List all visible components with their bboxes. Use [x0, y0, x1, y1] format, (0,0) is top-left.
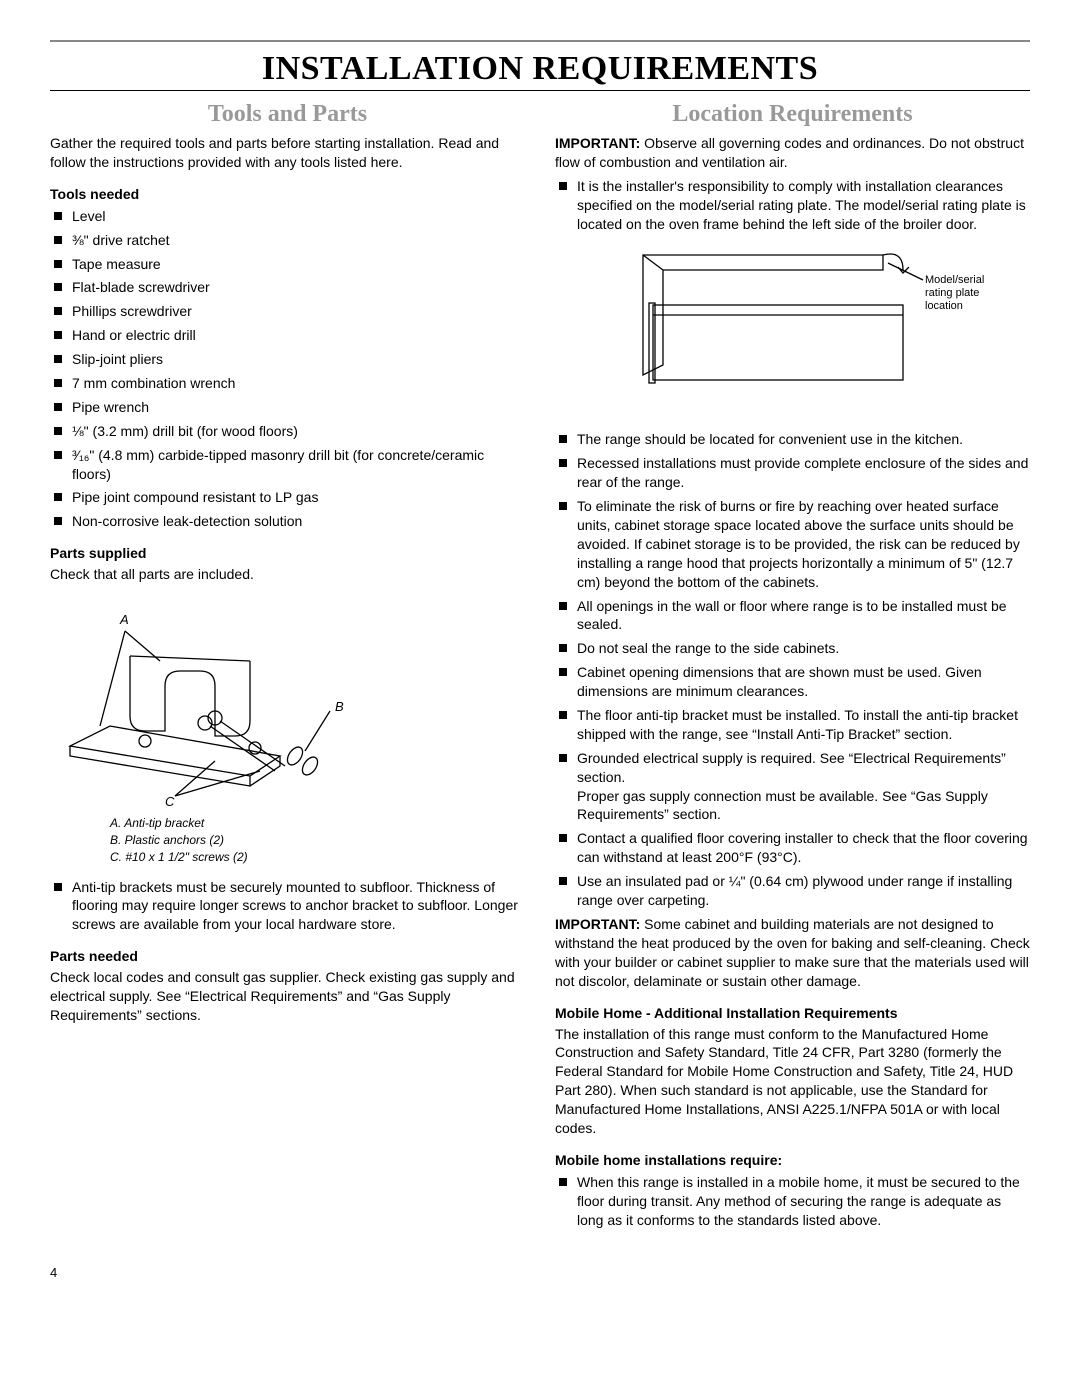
list-item: Cabinet opening dimensions that are show…	[555, 663, 1030, 701]
list-item: Grounded electrical supply is required. …	[555, 749, 1030, 825]
tools-needed-heading: Tools needed	[50, 186, 525, 202]
list-item: Use an insulated pad or ¼" (0.64 cm) ply…	[555, 872, 1030, 910]
loc-list-2: The range should be located for convenie…	[555, 430, 1030, 909]
list-item: Slip-joint pliers	[50, 350, 525, 369]
parts-caption: A. Anti-tip bracket B. Plastic anchors (…	[110, 815, 525, 865]
page-number: 4	[50, 1265, 1030, 1280]
list-item: 7 mm combination wrench	[50, 374, 525, 393]
list-item: Contact a qualified floor covering insta…	[555, 829, 1030, 867]
caption-a: A. Anti-tip bracket	[110, 815, 525, 832]
list-item: Flat-blade screwdriver	[50, 278, 525, 297]
title-rule	[50, 90, 1030, 91]
parts-supplied-heading: Parts supplied	[50, 545, 525, 561]
mobile-home-heading: Mobile Home - Additional Installation Re…	[555, 1005, 1030, 1021]
list-item: The range should be located for convenie…	[555, 430, 1030, 449]
list-item: It is the installer's responsibility to …	[555, 177, 1030, 234]
list-item: ⅛" (3.2 mm) drill bit (for wood floors)	[50, 422, 525, 441]
drawer-label-2: rating plate	[925, 287, 979, 299]
left-column: Tools and Parts Gather the required tool…	[50, 101, 525, 1235]
parts-diagram: A B C A. Anti-tip bracket B. Plastic anc…	[50, 596, 525, 865]
list-item: Do not seal the range to the side cabine…	[555, 639, 1030, 658]
important-note: IMPORTANT: Observe all governing codes a…	[555, 134, 1030, 172]
right-column: Location Requirements IMPORTANT: Observe…	[555, 101, 1030, 1235]
list-item: Hand or electric drill	[50, 326, 525, 345]
tools-list: Level ⅜" drive ratchet Tape measure Flat…	[50, 207, 525, 531]
anti-tip-note-list: Anti-tip brackets must be securely mount…	[50, 878, 525, 935]
mobile-require-heading: Mobile home installations require:	[555, 1152, 1030, 1168]
page-title: INSTALLATION REQUIREMENTS	[50, 50, 1030, 88]
list-item: ³⁄₁₆" (4.8 mm) carbide-tipped masonry dr…	[50, 446, 525, 484]
list-item: ⅜" drive ratchet	[50, 231, 525, 250]
important-label: IMPORTANT:	[555, 135, 640, 151]
list-item: When this range is installed in a mobile…	[555, 1173, 1030, 1230]
parts-supplied-text: Check that all parts are included.	[50, 565, 525, 584]
tools-parts-heading: Tools and Parts	[50, 101, 525, 128]
drawer-diagram: Model/serial rating plate location	[555, 245, 1030, 418]
two-column-layout: Tools and Parts Gather the required tool…	[50, 101, 1030, 1235]
important-label-2: IMPORTANT:	[555, 916, 640, 932]
list-item: To eliminate the risk of burns or fire b…	[555, 497, 1030, 591]
list-item: Phillips screwdriver	[50, 302, 525, 321]
list-item: Recessed installations must provide comp…	[555, 454, 1030, 492]
list-item: All openings in the wall or floor where …	[555, 597, 1030, 635]
tools-intro: Gather the required tools and parts befo…	[50, 134, 525, 172]
caption-b: B. Plastic anchors (2)	[110, 832, 525, 849]
mobile-home-text: The installation of this range must conf…	[555, 1025, 1030, 1138]
parts-needed-heading: Parts needed	[50, 948, 525, 964]
list-item: The floor anti-tip bracket must be insta…	[555, 706, 1030, 744]
list-item: Non-corrosive leak-detection solution	[50, 512, 525, 531]
list-item: Level	[50, 207, 525, 226]
drawer-label-3: location	[925, 300, 963, 312]
mobile-list: When this range is installed in a mobile…	[555, 1173, 1030, 1230]
location-req-heading: Location Requirements	[555, 101, 1030, 128]
label-a: A	[119, 612, 129, 627]
label-b: B	[335, 699, 344, 714]
list-item: Tape measure	[50, 255, 525, 274]
caption-c: C. #10 x 1 1/2" screws (2)	[110, 849, 525, 866]
label-c: C	[165, 794, 175, 806]
drawer-label-1: Model/serial	[925, 274, 984, 286]
parts-needed-text: Check local codes and consult gas suppli…	[50, 968, 525, 1025]
list-item: Anti-tip brackets must be securely mount…	[50, 878, 525, 935]
loc-list-1: It is the installer's responsibility to …	[555, 177, 1030, 234]
list-item: Pipe joint compound resistant to LP gas	[50, 488, 525, 507]
important-note-2: IMPORTANT: Some cabinet and building mat…	[555, 915, 1030, 991]
top-rule	[50, 40, 1030, 42]
list-item: Pipe wrench	[50, 398, 525, 417]
